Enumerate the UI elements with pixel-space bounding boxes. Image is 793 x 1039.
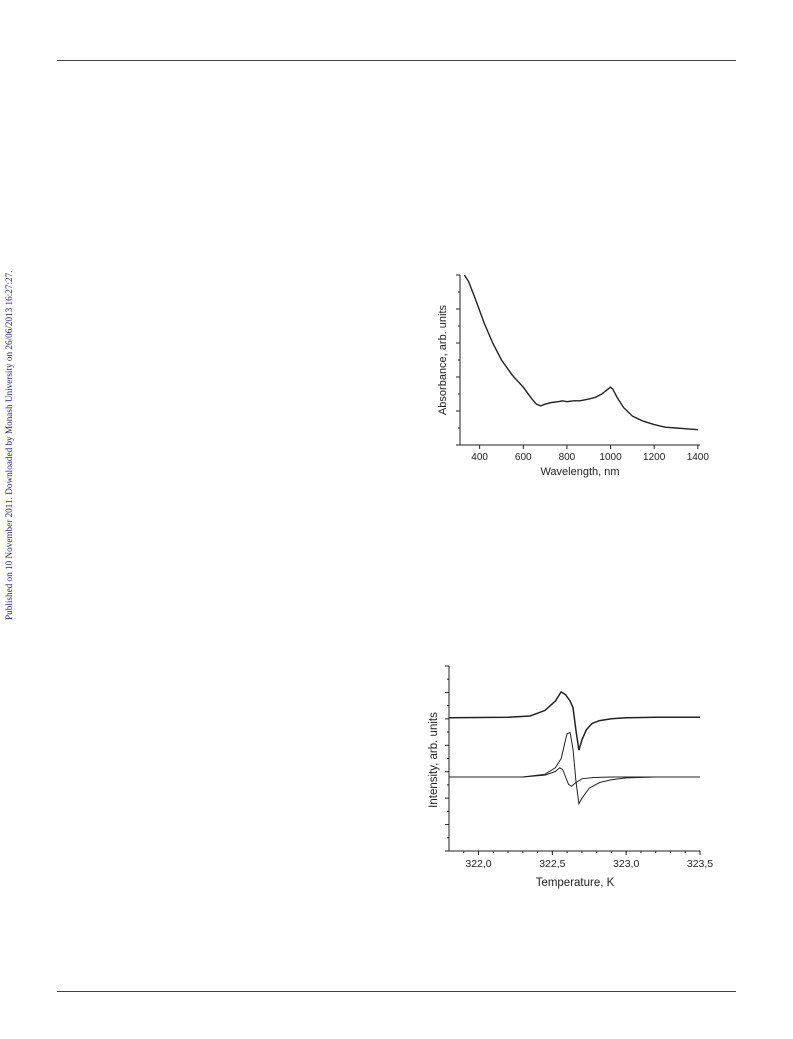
intensity-series-line-3 bbox=[449, 767, 700, 787]
absorbance-y-label: Absorbance, arb. units bbox=[437, 304, 449, 415]
header-rule bbox=[57, 60, 736, 61]
absorbance-x-label: Wavelength, nm bbox=[540, 466, 619, 478]
absorbance-chart: 400 600 800 1000 1200 1400 Wavelength, nm Abs… bbox=[437, 274, 709, 478]
intensity-chart: 322,0 322,5 323,0 323,5 Temperature, K Inte… bbox=[428, 665, 713, 889]
absorbance-x-tick-label: 1400 bbox=[687, 452, 710, 463]
absorbance-x-tick-label: 800 bbox=[559, 452, 576, 463]
intensity-x-tick-label: 322,5 bbox=[539, 858, 565, 870]
absorbance-x-tick-label: 1000 bbox=[599, 452, 622, 463]
publication-side-note-text: Published on 10 November 2011. Downloade… bbox=[4, 270, 14, 620]
intensity-series-line-1 bbox=[448, 690, 700, 751]
absorbance-y-ticks bbox=[456, 274, 460, 446]
intensity-x-ticks: 322,0 322,5 323,0 323,5 bbox=[463, 851, 713, 870]
intensity-chart-axes bbox=[448, 666, 700, 852]
absorbance-chart-axes bbox=[459, 275, 700, 446]
publication-side-note[interactable]: Published on 10 November 2011. Downloade… bbox=[2, 214, 18, 624]
absorbance-series-line bbox=[463, 274, 698, 431]
intensity-x-tick-label: 322,0 bbox=[465, 858, 491, 870]
intensity-y-label: Intensity, arb. units bbox=[428, 712, 440, 808]
absorbance-x-tick-label: 400 bbox=[471, 452, 488, 463]
intensity-series-lines bbox=[448, 690, 700, 806]
footer-rule bbox=[57, 991, 736, 992]
intensity-x-label: Temperature, K bbox=[536, 877, 615, 889]
intensity-series-line-2 bbox=[449, 731, 700, 806]
absorbance-x-tick-label: 600 bbox=[515, 452, 532, 463]
absorbance-x-tick-label: 1200 bbox=[643, 452, 666, 463]
intensity-x-tick-label: 323,0 bbox=[613, 858, 639, 870]
absorbance-x-ticks: 400 600 800 1000 1200 1400 bbox=[471, 445, 709, 463]
intensity-y-ticks bbox=[445, 665, 449, 852]
intensity-x-tick-label: 323,5 bbox=[687, 858, 713, 870]
